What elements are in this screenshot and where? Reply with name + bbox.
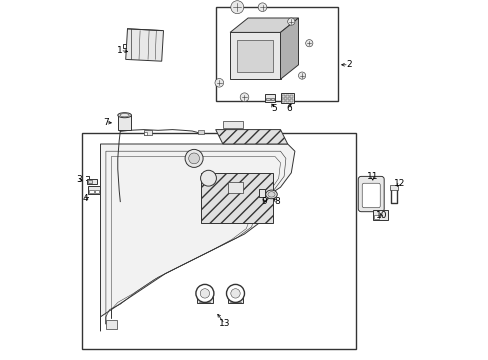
FancyBboxPatch shape <box>362 183 380 208</box>
Polygon shape <box>201 173 273 223</box>
Polygon shape <box>101 144 294 331</box>
Text: 11: 11 <box>366 172 377 181</box>
Bar <box>372 210 387 220</box>
Bar <box>82 133 355 349</box>
Circle shape <box>305 40 312 47</box>
Ellipse shape <box>118 113 131 118</box>
Bar <box>281 99 284 102</box>
Text: 10: 10 <box>375 211 386 220</box>
Bar <box>373 215 378 219</box>
Text: 3: 3 <box>76 175 81 184</box>
Polygon shape <box>280 18 298 79</box>
Bar <box>118 115 131 130</box>
Circle shape <box>240 93 248 102</box>
Bar <box>228 182 242 193</box>
Ellipse shape <box>120 113 129 117</box>
Circle shape <box>188 153 199 164</box>
Bar <box>270 98 274 100</box>
Bar <box>223 121 242 128</box>
Text: 7: 7 <box>103 118 108 127</box>
Bar <box>258 189 265 197</box>
Text: 12: 12 <box>393 179 404 188</box>
Bar <box>289 99 293 102</box>
Bar <box>106 320 117 329</box>
Circle shape <box>230 289 240 298</box>
Text: 9: 9 <box>261 197 266 206</box>
Polygon shape <box>230 18 298 32</box>
Bar <box>88 180 92 183</box>
Bar <box>227 297 243 303</box>
Polygon shape <box>215 130 287 144</box>
Ellipse shape <box>267 192 275 197</box>
Bar <box>197 297 212 303</box>
Polygon shape <box>230 32 280 79</box>
Bar <box>197 130 204 134</box>
Circle shape <box>196 284 213 302</box>
Circle shape <box>287 18 294 25</box>
Bar <box>95 190 99 193</box>
Circle shape <box>230 1 244 14</box>
Text: 2: 2 <box>346 60 351 69</box>
Bar <box>215 7 337 101</box>
Bar <box>144 132 147 135</box>
Bar <box>281 95 284 98</box>
Circle shape <box>200 170 216 186</box>
Ellipse shape <box>265 190 277 199</box>
Bar <box>265 94 274 102</box>
Text: 1: 1 <box>117 46 123 55</box>
Circle shape <box>226 284 244 302</box>
Text: 6: 6 <box>286 104 292 113</box>
FancyBboxPatch shape <box>358 176 384 212</box>
Bar <box>389 185 397 190</box>
Bar <box>289 95 293 98</box>
Circle shape <box>258 3 266 12</box>
Bar <box>285 95 288 98</box>
Bar <box>280 93 294 103</box>
Text: 5: 5 <box>270 104 276 113</box>
Bar <box>143 130 151 135</box>
Bar <box>88 186 101 194</box>
Bar <box>237 40 273 72</box>
Circle shape <box>200 289 209 298</box>
Bar <box>87 179 97 184</box>
Text: 13: 13 <box>219 320 230 328</box>
Bar <box>285 99 288 102</box>
Bar <box>266 98 269 100</box>
Circle shape <box>185 149 203 167</box>
Circle shape <box>215 78 223 87</box>
Circle shape <box>298 72 305 79</box>
Text: 4: 4 <box>82 194 88 203</box>
Text: 8: 8 <box>273 197 279 206</box>
Bar <box>89 190 94 193</box>
Polygon shape <box>125 29 163 61</box>
